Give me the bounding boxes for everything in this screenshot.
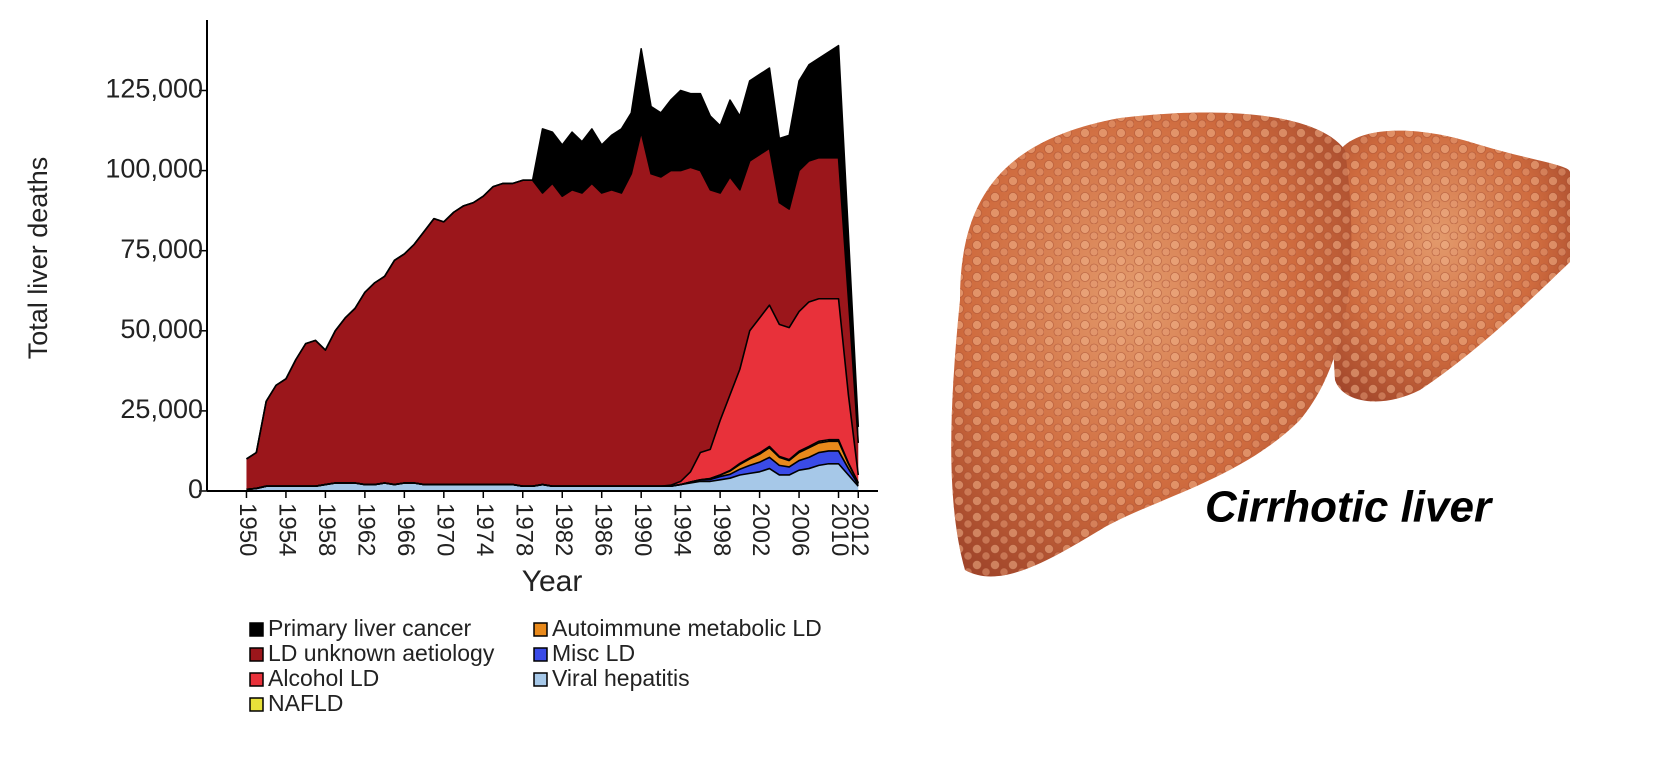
x-tick-label: 1966 (392, 503, 419, 556)
legend-label: NAFLD (268, 690, 343, 716)
x-tick-label: 2002 (747, 503, 774, 556)
y-tick-label: 50,000 (120, 314, 203, 344)
legend-label: LD unknown aetiology (268, 640, 495, 666)
legend-label: Viral hepatitis (552, 665, 690, 691)
y-tick-label: 100,000 (105, 154, 203, 184)
x-tick-label: 1978 (510, 503, 537, 556)
y-tick-label: 0 (188, 474, 203, 504)
slide: Cirrhotic liver Year Total liver deaths … (0, 0, 1661, 765)
annotation: Cirrhotic liver (1205, 483, 1494, 532)
legend-swatch (534, 673, 547, 686)
x-tick-label: 1990 (629, 503, 656, 556)
x-tick-label: 2006 (787, 503, 814, 556)
x-tick-label: 1970 (431, 503, 458, 556)
y-tick-label: 75,000 (120, 234, 203, 264)
legend-label: Primary liver cancer (268, 615, 472, 641)
x-tick-label: 1974 (471, 503, 498, 556)
x-tick-label: 1962 (353, 503, 380, 556)
y-tick-label: 25,000 (120, 394, 203, 424)
legend-swatch (250, 673, 263, 686)
x-tick-label: 1958 (313, 503, 340, 556)
legend-label: Alcohol LD (268, 665, 379, 691)
x-tick-label: 1986 (589, 503, 616, 556)
legend-label: Autoimmune metabolic LD (552, 615, 822, 641)
x-tick-label: 1954 (274, 503, 301, 556)
x-tick-label: 1998 (708, 503, 735, 556)
legend-swatch (534, 648, 547, 661)
y-axis-title: Total liver deaths (23, 157, 53, 360)
legend-swatch (534, 623, 547, 636)
x-tick-label: 2012 (846, 503, 873, 556)
plot: 0 25,000 50,000 75,000 100,000 125,000 1950 195… (105, 20, 878, 556)
x-tick-label: 1994 (668, 503, 695, 556)
x-axis-title: Year (522, 565, 583, 598)
y-tick-label: 125,000 (105, 74, 203, 104)
legend-swatch (250, 648, 263, 661)
x-tick-label: 1982 (550, 503, 577, 556)
x-tick-label: 1950 (234, 503, 261, 556)
legend-swatch (250, 698, 263, 711)
legend-swatch (250, 623, 263, 636)
legend-label: Misc LD (552, 640, 635, 666)
